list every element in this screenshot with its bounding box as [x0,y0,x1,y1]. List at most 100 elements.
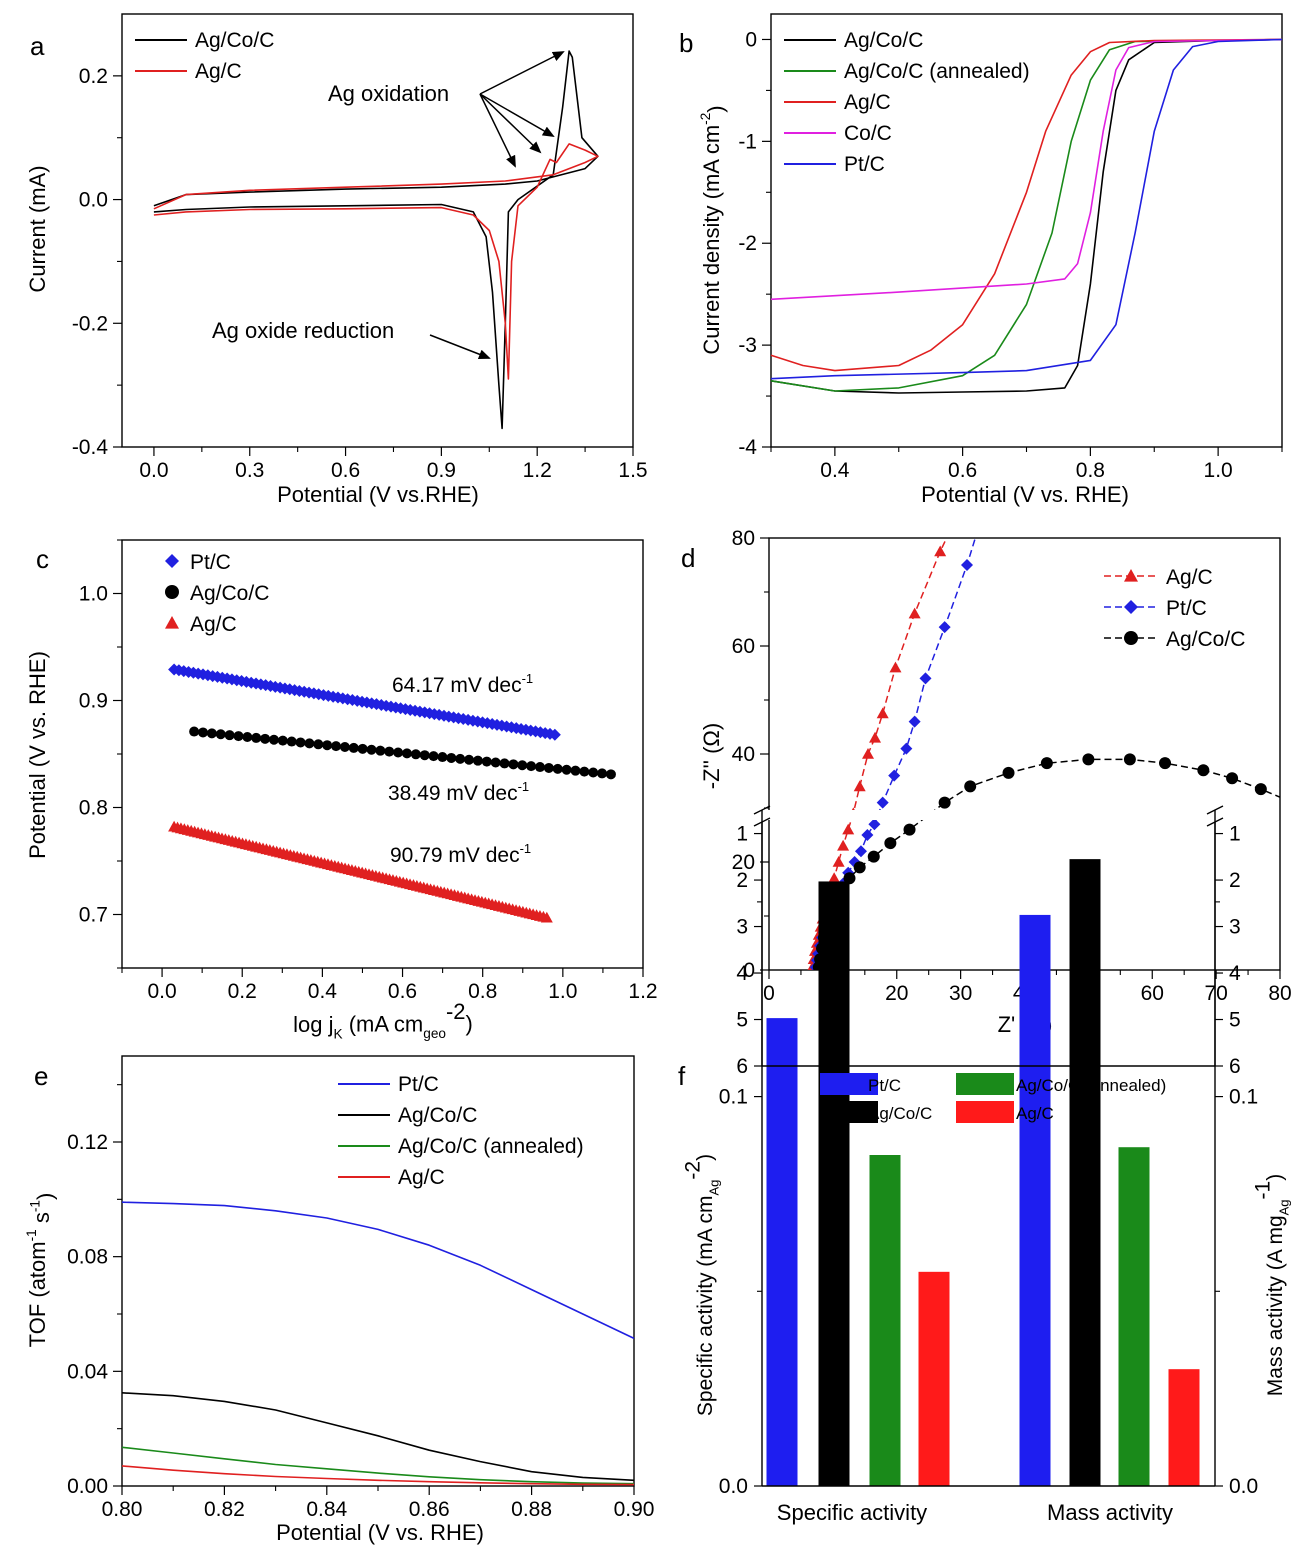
data-point [876,707,889,719]
data-point [961,559,974,571]
bar [1019,914,1051,1486]
series-line [153,143,599,380]
x-tick-label: 0.82 [204,1498,245,1521]
x-tick-label: 0.8 [1076,459,1105,482]
series-line [121,1392,635,1482]
data-point [853,861,866,874]
data-point [605,769,616,780]
series-Pt/C [168,663,561,741]
series-line [770,38,1283,394]
slope-label: 64.17 mV dec-1 [392,671,533,697]
x-tick-label: 0.6 [388,980,417,1003]
plot-c: 0.0 0.2 0.4 0.6 0.8 1.0 1.2 0.7 0.8 0.9 1.0 Pt/C Ag/… [25,539,658,1042]
x-tick-label: 0.0 [147,980,176,1003]
series-line [121,1446,635,1485]
y-tick-label: 0.1 [719,1086,748,1109]
data-point [384,746,395,757]
text-part: ) [33,1193,58,1200]
plot-frame [121,13,634,448]
legend-label: Ag/Co/C [844,29,923,52]
data-point [908,607,921,619]
data-point [854,845,867,858]
x-tick-label: 0.80 [102,1498,143,1521]
legend-label: Ag/Co/C [1166,628,1245,651]
x-tick-label: 0.2 [228,980,257,1003]
panel-label-c: c [36,544,49,574]
series-line [811,538,948,968]
annotation-arrow [479,93,516,168]
x-tick-label: 20 [885,982,908,1005]
y-tick-label: 0 [743,959,755,982]
series-line [770,38,1283,372]
data-point [348,742,359,753]
legend-label: Co/C [844,122,892,145]
annotation-arrow [479,51,565,95]
data-point [446,752,457,763]
data-point [597,768,608,779]
data-point [242,731,253,742]
y-tick-label: 0.2 [79,65,108,88]
data-point [1226,772,1239,785]
annotation-ag-oxide-reduction: Ag oxide reduction [212,318,394,343]
legend-marker [1124,631,1138,645]
data-point [842,823,855,835]
data-point [517,760,528,771]
y-axis-label-left: Specific activity (mA cmAg-2) [681,1154,721,1416]
text-part: -2 [681,1161,704,1180]
legend-label: Pt/C [190,551,231,574]
y-tick-label: -4 [738,436,757,459]
panel-label-d: d [681,543,695,573]
legend-swatch [956,1073,1014,1095]
data-point [268,734,279,745]
x-tick-label: 1.0 [548,980,577,1003]
y-axis-label: Potential (V vs. RHE) [25,651,50,859]
text-part: 38.49 mV dec [388,782,518,805]
data-point [900,742,913,755]
text-part: 90.79 mV dec [390,844,520,867]
text-part: -1 [1251,1181,1274,1200]
legend-swatch [820,1101,878,1123]
data-point [853,780,866,792]
data-point [1082,753,1095,766]
data-point [832,856,845,867]
data-point [1254,783,1267,796]
y-tick-label: 0 [745,28,757,51]
text-part: Specific activity (mA cm [694,1196,717,1417]
text-part: ) [703,105,728,112]
x-tick-label: 80 [1268,982,1291,1005]
y-axis-label: TOF (atom-1 s-1) [24,1193,58,1348]
y-tick-label: -2 [738,232,757,255]
category-label: Mass activity [1047,1500,1173,1525]
legend-label: Ag/C [190,613,237,636]
data-point [828,872,841,883]
legend-label: Pt/C [844,153,885,176]
annotation-arrow [479,93,542,154]
legend-marker [165,554,179,568]
x-axis-label: Potential (V vs.RHE) [277,482,479,507]
y-tick-label: 0.8 [79,797,108,820]
x-axis-label: Potential (V vs. RHE) [921,482,1129,507]
legend-label: Ag/C [1016,1104,1054,1123]
data-point [437,752,448,763]
x-tick-label: 0 [763,982,775,1005]
x-tick-label: 1.2 [523,459,552,482]
bar [869,1155,901,1486]
data-point [375,745,386,756]
x-tick-label: 0.90 [614,1498,655,1521]
y-tick-label-right: 0.1 [1229,1086,1258,1109]
y-axis-label: Current (mA) [25,165,50,292]
data-point [884,837,897,850]
y-tick-label: 0.0 [79,189,108,212]
panel-label-e: e [34,1061,48,1091]
text-part: TOF (atom [25,1241,50,1347]
text-part: -1 [520,841,532,856]
data-point [843,872,856,885]
x-tick-label: 0.86 [409,1498,450,1521]
legend-label: Ag/Co/C (annealed) [844,60,1030,83]
y-tick-label: 20 [732,851,755,874]
y-tick-label-right: 3 [1229,916,1241,939]
panel-label-b: b [679,28,693,58]
data-point [908,715,921,728]
data-point [428,751,439,762]
